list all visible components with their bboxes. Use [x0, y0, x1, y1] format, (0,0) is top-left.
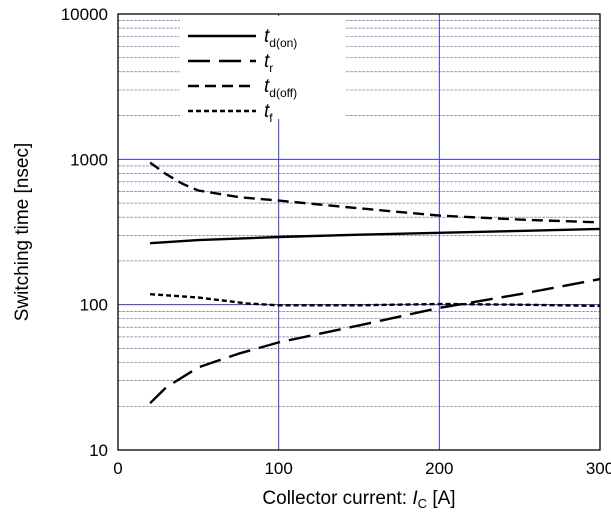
series-line-f: [150, 293, 601, 308]
y-tick-label: 100: [80, 296, 108, 315]
series-layer: [149, 161, 601, 405]
x-axis-title: Collector current: IC [A]: [262, 488, 455, 511]
tick-labels: 0 100 200 300 10 100 1000 10000: [61, 5, 611, 478]
series-line-doff: [149, 161, 601, 224]
legend-label-f: tf: [264, 101, 273, 125]
x-tick-label: 300: [586, 459, 611, 478]
x-axis-title-var: I: [412, 488, 418, 509]
plot-frame: [117, 13, 601, 451]
y-tick-label: 10: [89, 441, 108, 460]
x-tick-label: 100: [264, 459, 292, 478]
legend-background: [180, 16, 346, 119]
series-line-r: [149, 277, 601, 405]
y-tick-label: 10000: [61, 5, 108, 24]
x-tick-label: 0: [113, 459, 122, 478]
series-line-don: [150, 227, 601, 245]
y-axis-title: Switching time [nsec]: [12, 143, 33, 321]
legend-label-don: td(on): [264, 26, 297, 50]
y-tick-label: 1000: [70, 150, 108, 169]
legend-label-r: tr: [264, 51, 273, 75]
x-axis-title-sub: C: [418, 496, 427, 511]
x-tick-label: 200: [425, 459, 453, 478]
legend-label-doff: td(off): [264, 76, 297, 100]
x-axis-title-prefix: Collector current:: [262, 488, 412, 509]
x-axis-title-suffix: [A]: [427, 488, 456, 509]
